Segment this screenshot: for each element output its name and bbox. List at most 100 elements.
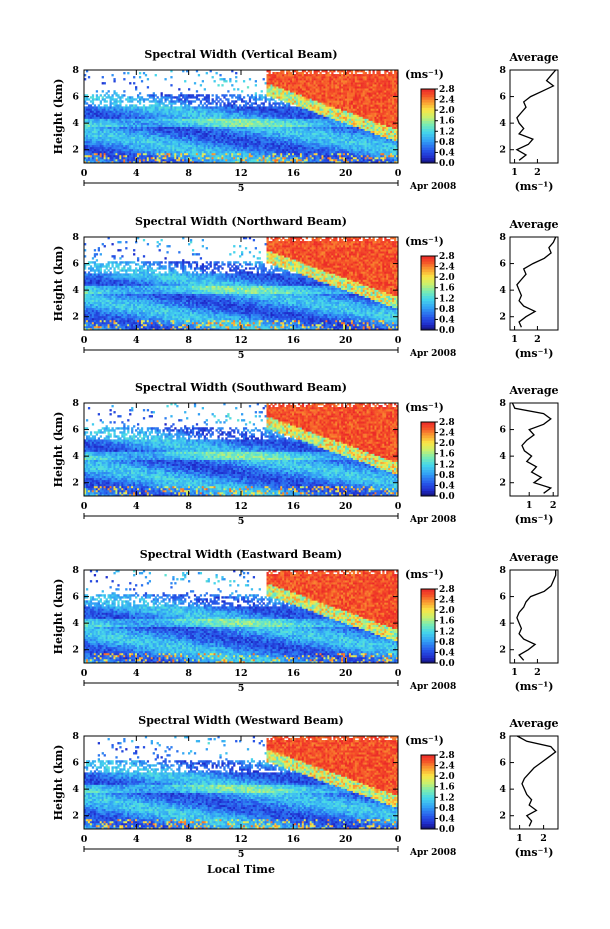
heatmap-cell bbox=[178, 154, 181, 158]
heatmap-cell bbox=[366, 136, 369, 140]
heatmap-cell bbox=[119, 154, 122, 158]
heatmap-cell bbox=[378, 110, 381, 113]
heatmap-cell bbox=[227, 100, 230, 103]
heatmap-cell bbox=[299, 100, 303, 103]
heatmap-cell bbox=[211, 126, 214, 129]
heatmap-cell bbox=[133, 110, 136, 113]
heatmap-cell bbox=[241, 150, 244, 154]
heatmap-cell bbox=[154, 112, 157, 115]
heatmap-cell bbox=[309, 118, 312, 121]
heatmap-cell bbox=[109, 140, 112, 144]
heatmap-cell bbox=[117, 146, 120, 150]
heatmap-cell bbox=[337, 112, 340, 115]
heatmap-cell bbox=[348, 110, 352, 113]
heatmap-cell bbox=[272, 134, 275, 138]
heatmap-cell bbox=[93, 152, 97, 156]
heatmap-cell bbox=[231, 118, 234, 121]
heatmap-cell bbox=[250, 130, 254, 133]
heatmap-cell bbox=[135, 148, 138, 152]
heatmap-cell bbox=[195, 150, 199, 154]
heatmap-cell bbox=[348, 118, 352, 121]
heatmap-cell bbox=[299, 106, 303, 109]
heatmap-cell bbox=[317, 98, 320, 101]
heatmap-cell bbox=[252, 150, 256, 154]
heatmap-cell bbox=[140, 150, 144, 154]
heatmap-cell bbox=[109, 130, 112, 133]
heatmap-cell bbox=[133, 158, 136, 162]
heatmap-cell bbox=[197, 98, 201, 101]
heatmap-cell bbox=[203, 114, 206, 117]
heatmap-cell bbox=[197, 116, 201, 119]
heatmap-cell bbox=[148, 148, 152, 152]
heatmap-cell bbox=[290, 156, 293, 160]
heatmap-cell bbox=[384, 108, 387, 111]
heatmap-cell bbox=[213, 136, 216, 140]
heatmap-cell bbox=[348, 114, 352, 117]
heatmap-cell bbox=[178, 160, 181, 164]
heatmap-cell bbox=[368, 146, 371, 150]
heatmap-cell bbox=[323, 122, 326, 125]
heatmap-cell bbox=[154, 122, 157, 125]
heatmap-cell bbox=[244, 160, 248, 164]
heatmap-cell bbox=[221, 128, 224, 131]
heatmap-cell bbox=[180, 142, 183, 146]
heatmap-cell bbox=[315, 152, 318, 156]
heatmap-cell bbox=[390, 110, 393, 113]
heatmap-cell bbox=[146, 140, 150, 144]
heatmap-cell bbox=[125, 110, 128, 113]
heatmap-cell bbox=[366, 156, 369, 160]
heatmap-cell bbox=[309, 136, 312, 140]
heatmap-cell bbox=[113, 120, 116, 123]
heatmap-cell bbox=[268, 160, 271, 164]
heatmap-cell bbox=[209, 136, 212, 140]
heatmap-cell bbox=[282, 148, 285, 152]
heatmap-cell bbox=[364, 108, 367, 111]
heatmap-cell bbox=[150, 128, 153, 131]
heatmap-cell bbox=[390, 120, 393, 123]
heatmap-cell bbox=[213, 114, 216, 117]
heatmap-cell bbox=[140, 134, 144, 138]
heatmap-cell bbox=[343, 144, 346, 148]
heatmap-cell bbox=[166, 150, 169, 154]
heatmap-cell bbox=[313, 130, 316, 133]
heatmap-cell bbox=[89, 144, 93, 148]
heatmap-cell bbox=[254, 124, 257, 127]
heatmap-cell bbox=[129, 122, 132, 125]
heatmap-cell bbox=[111, 156, 114, 160]
heatmap-cell bbox=[352, 98, 356, 101]
heatmap-cell bbox=[189, 116, 193, 119]
heatmap-cell bbox=[264, 122, 267, 125]
heatmap-cell bbox=[394, 108, 397, 111]
heatmap-cell bbox=[215, 124, 218, 127]
heatmap-cell bbox=[170, 142, 173, 146]
heatmap-cell bbox=[207, 142, 210, 146]
heatmap-cell bbox=[339, 128, 342, 131]
heatmap-cell bbox=[352, 154, 356, 158]
heatmap-cell bbox=[229, 114, 232, 117]
heatmap-cell bbox=[189, 150, 193, 154]
heatmap-cell bbox=[376, 132, 379, 135]
heatmap-cell bbox=[211, 100, 214, 103]
heatmap-cell bbox=[315, 140, 318, 144]
heatmap-cell bbox=[288, 132, 291, 135]
heatmap-cell bbox=[197, 154, 201, 158]
heatmap-cell bbox=[317, 148, 320, 152]
heatmap-cell bbox=[135, 128, 138, 131]
heatmap-cell bbox=[348, 120, 352, 123]
heatmap-cell bbox=[111, 146, 114, 150]
heatmap-cell bbox=[168, 114, 171, 117]
heatmap-cell bbox=[152, 98, 155, 101]
heatmap-cell bbox=[237, 144, 240, 148]
heatmap-cell bbox=[121, 96, 124, 99]
heatmap-cell bbox=[138, 136, 142, 140]
heatmap-cell bbox=[170, 140, 173, 144]
heatmap-cell bbox=[203, 136, 206, 140]
heatmap-cell bbox=[392, 118, 395, 121]
heatmap-cell bbox=[368, 150, 371, 154]
heatmap-cell bbox=[346, 146, 350, 150]
heatmap-cell bbox=[227, 116, 230, 119]
heatmap-cell bbox=[299, 114, 303, 117]
heatmap-cell bbox=[176, 152, 179, 156]
heatmap-cell bbox=[309, 142, 312, 146]
heatmap-cell bbox=[225, 106, 228, 109]
